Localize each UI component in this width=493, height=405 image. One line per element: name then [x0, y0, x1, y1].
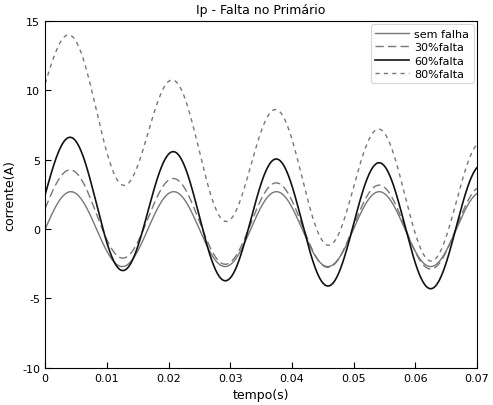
- Title: Ip - Falta no Primário: Ip - Falta no Primário: [196, 4, 326, 17]
- 30%falta: [386, 190, 391, 194]
- 60%falta: [64, 136, 70, 141]
- 60%falta: [298, 215, 304, 220]
- 80%falta: [428, 259, 434, 264]
- 60%falta: [199, 223, 205, 228]
- 80%falta: [66, 33, 71, 38]
- 30%falta: [474, 186, 480, 191]
- Line: 80%falta: 80%falta: [45, 36, 477, 261]
- sem falha: [68, 190, 74, 195]
- 30%falta: [199, 225, 205, 230]
- Y-axis label: corrente(A): corrente(A): [4, 160, 17, 230]
- 60%falta: [428, 287, 434, 292]
- 60%falta: [42, 192, 48, 197]
- 30%falta: [298, 220, 304, 224]
- sem falha: [474, 192, 480, 196]
- 80%falta: [199, 158, 205, 163]
- X-axis label: tempo(s): tempo(s): [233, 388, 289, 401]
- Line: 60%falta: 60%falta: [45, 138, 477, 289]
- Line: sem falha: sem falha: [45, 192, 477, 267]
- sem falha: [427, 264, 433, 269]
- 80%falta: [42, 82, 48, 87]
- 80%falta: [298, 170, 304, 175]
- 80%falta: [362, 147, 368, 151]
- 80%falta: [386, 138, 391, 143]
- 60%falta: [386, 171, 391, 175]
- 60%falta: [317, 276, 322, 281]
- 80%falta: [64, 34, 70, 38]
- 80%falta: [474, 143, 480, 147]
- 30%falta: [428, 267, 434, 272]
- Line: 30%falta: 30%falta: [45, 171, 477, 269]
- 30%falta: [42, 207, 48, 211]
- sem falha: [42, 227, 48, 232]
- 60%falta: [362, 182, 368, 187]
- 60%falta: [474, 166, 480, 171]
- sem falha: [317, 260, 322, 264]
- sem falha: [298, 224, 304, 229]
- 30%falta: [317, 260, 322, 265]
- Legend: sem falha, 30%falta, 60%falta, 80%falta: sem falha, 30%falta, 60%falta, 80%falta: [371, 26, 474, 84]
- 30%falta: [362, 197, 368, 202]
- sem falha: [386, 195, 391, 200]
- sem falha: [199, 232, 205, 237]
- sem falha: [64, 191, 70, 196]
- sem falha: [362, 202, 368, 207]
- 80%falta: [317, 234, 322, 239]
- 60%falta: [67, 136, 73, 141]
- 30%falta: [64, 169, 70, 174]
- 30%falta: [67, 168, 73, 173]
